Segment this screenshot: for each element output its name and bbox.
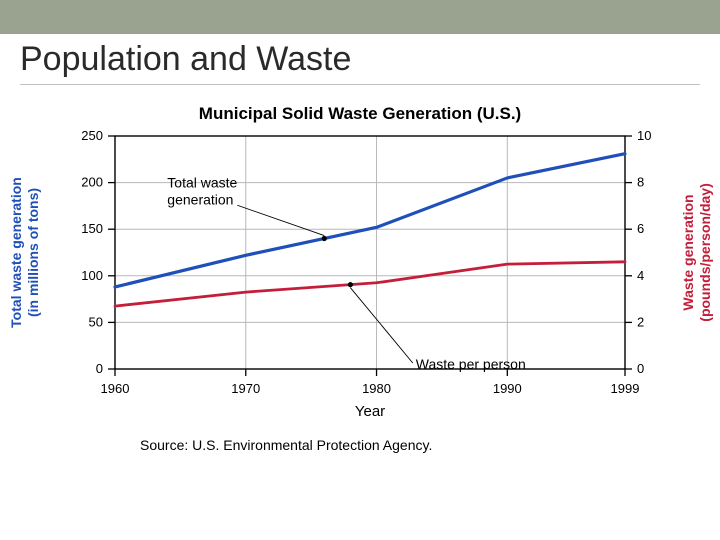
y-right-tick-label: 8 xyxy=(637,175,644,190)
chart-title: Municipal Solid Waste Generation (U.S.) xyxy=(0,104,720,124)
y-right-tick-label: 6 xyxy=(637,221,644,236)
chart-source: Source: U.S. Environmental Protection Ag… xyxy=(140,437,720,453)
x-tick-label: 1960 xyxy=(101,381,130,396)
slide-title: Population and Waste xyxy=(20,40,351,79)
y-right-tick-label: 4 xyxy=(637,268,644,283)
callout-dot xyxy=(322,236,327,241)
y-left-tick-label: 150 xyxy=(81,221,103,236)
svg-text:Waste generation: Waste generation xyxy=(680,194,696,310)
callout-label: Total waste xyxy=(167,174,237,190)
y-right-tick-label: 2 xyxy=(637,314,644,329)
callout-leader xyxy=(237,205,324,235)
y-left-tick-label: 200 xyxy=(81,175,103,190)
y-left-tick-label: 100 xyxy=(81,268,103,283)
chart-svg: 1960 1970 1980 1990 1999 0 50 100 150 200 250 0 2 4 6 8… xyxy=(0,124,720,424)
y-left-tick-label: 250 xyxy=(81,128,103,143)
chart-container: Municipal Solid Waste Generation (U.S.) … xyxy=(0,100,720,480)
x-axis-label: Year xyxy=(355,403,385,420)
topbar xyxy=(0,0,720,34)
y-left-tick-label: 50 xyxy=(89,314,103,329)
svg-text:Total waste generation: Total waste generation xyxy=(8,177,24,328)
y-right-axis-label: Waste generation(pounds/person/day) xyxy=(680,183,713,321)
svg-text:(pounds/person/day): (pounds/person/day) xyxy=(697,183,713,321)
x-tick-label: 1999 xyxy=(611,381,640,396)
callout-dot xyxy=(348,282,353,287)
y-left-tick-label: 0 xyxy=(96,361,103,376)
y-right-tick-label: 10 xyxy=(637,128,651,143)
y-right-tick-label: 0 xyxy=(637,361,644,376)
callout-label: generation xyxy=(167,191,233,207)
x-tick-label: 1980 xyxy=(362,381,391,396)
callout-label: Waste per person xyxy=(416,356,526,372)
callout-leader xyxy=(350,288,412,363)
y-left-axis-label: Total waste generation(in millions of to… xyxy=(8,177,41,328)
svg-text:(in millions of tons): (in millions of tons) xyxy=(25,188,41,317)
title-underline xyxy=(20,84,700,85)
x-tick-label: 1970 xyxy=(231,381,260,396)
x-tick-label: 1990 xyxy=(493,381,522,396)
